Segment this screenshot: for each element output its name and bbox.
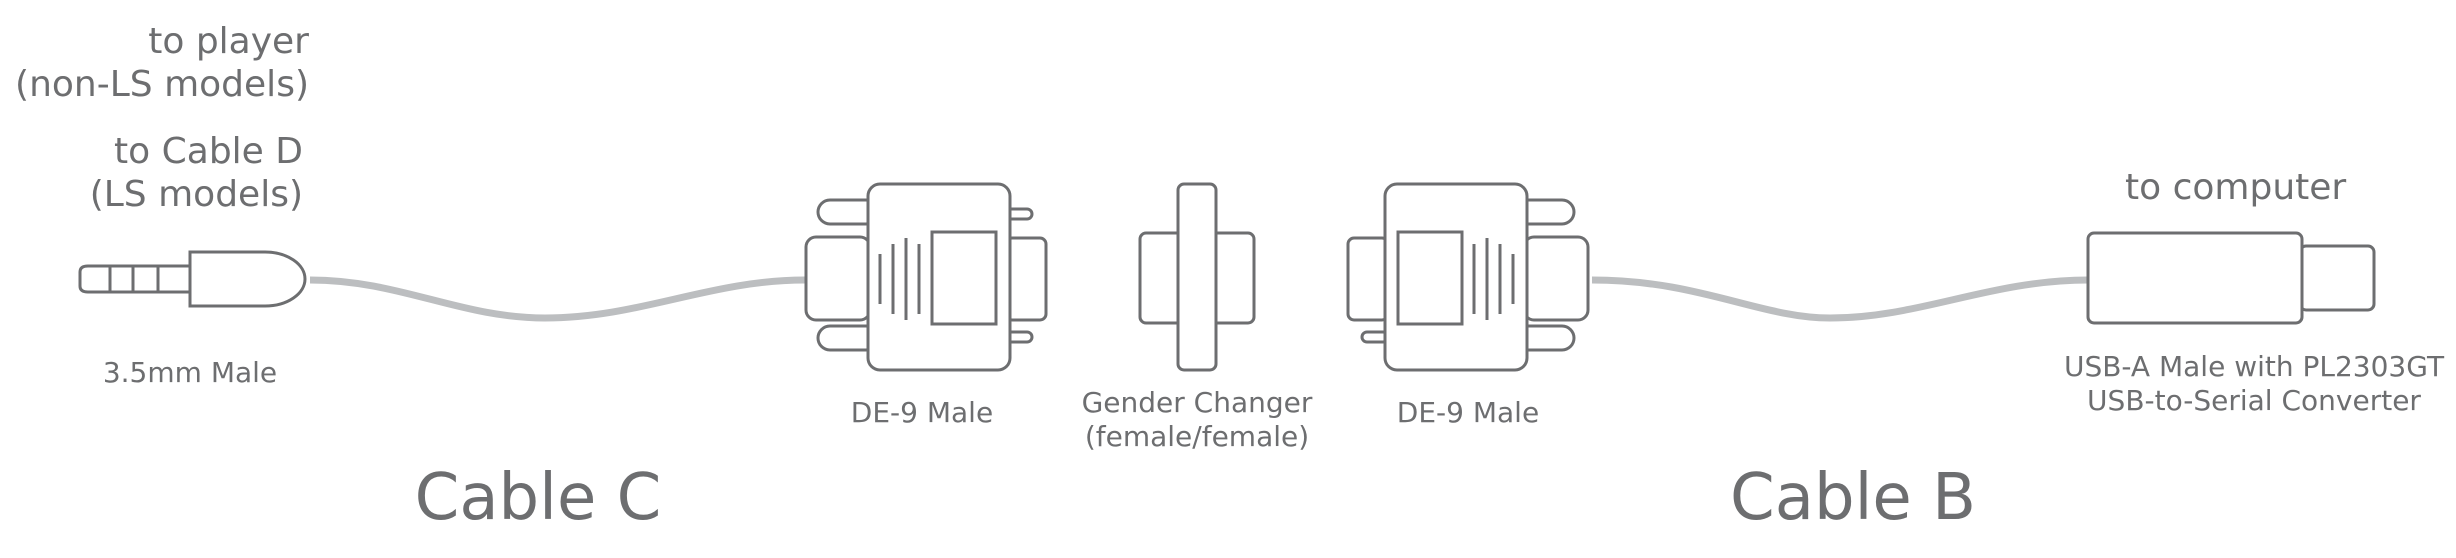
cable-c-wire (310, 280, 805, 318)
gender-changer-line-2: (female/female) (1082, 420, 1313, 454)
cable-c-title: Cable C (415, 460, 662, 537)
jack-plug-icon (80, 252, 305, 306)
to-computer-label: to computer (2125, 166, 2346, 209)
gender-changer-line-1: Gender Changer (1082, 386, 1313, 420)
gender-changer-label: Gender Changer (female/female) (1082, 386, 1313, 453)
usb-converter-icon (2088, 233, 2374, 323)
de9-male-left-icon (806, 184, 1046, 370)
usb-label: USB-A Male with PL2303GT USB-to-Serial C… (2064, 350, 2444, 417)
de9-male-right-icon (1348, 184, 1588, 370)
to-cable-d-line-2: (LS models) (90, 173, 303, 216)
de9-right-label: DE-9 Male (1397, 396, 1539, 430)
cable-b-wire (1592, 280, 2088, 318)
usb-line-2: USB-to-Serial Converter (2064, 384, 2444, 418)
to-cable-d-line-1: to Cable D (90, 130, 303, 173)
jack-label: 3.5mm Male (103, 356, 277, 390)
cable-b-title: Cable B (1730, 460, 1976, 537)
gender-changer-icon (1140, 184, 1254, 370)
usb-line-1: USB-A Male with PL2303GT (2064, 350, 2444, 384)
to-cable-d-label: to Cable D (LS models) (90, 130, 303, 216)
de9-left-label: DE-9 Male (851, 396, 993, 430)
to-player-line-1: to player (15, 20, 309, 63)
to-player-line-2: (non-LS models) (15, 63, 309, 106)
to-player-label: to player (non-LS models) (15, 20, 309, 106)
